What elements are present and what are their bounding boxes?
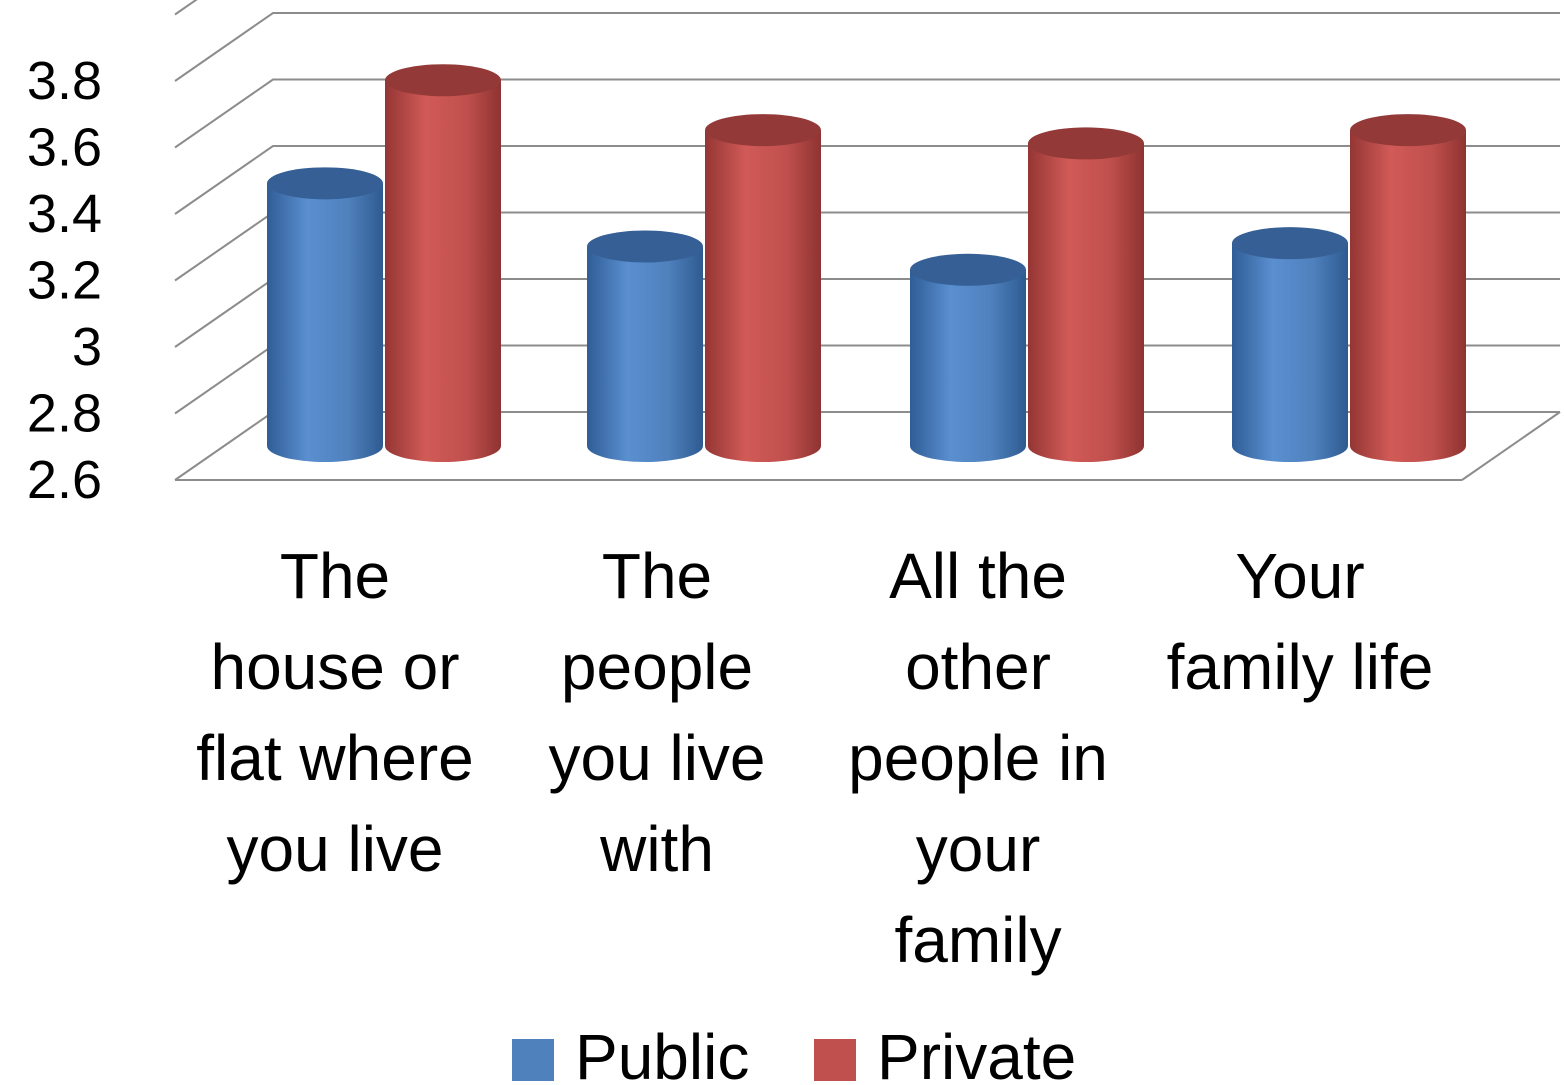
bar-body <box>1028 143 1144 463</box>
bar <box>587 230 703 462</box>
y-axis-ticks: 2.62.8 33.2 3.43.6 3.8 <box>27 51 102 510</box>
x-tick-label: The house or flat where you live <box>196 540 473 885</box>
y-tick-label: 2.6 <box>27 450 102 510</box>
x-tick-label-line: The <box>280 540 390 612</box>
bar-body <box>385 80 501 462</box>
legend-label: Public <box>575 1021 749 1085</box>
x-tick-label-line: you live <box>549 722 766 794</box>
y-tick-label: 3.8 <box>27 51 102 111</box>
y-tick-label: 3.6 <box>27 118 102 178</box>
gridline <box>174 78 1560 149</box>
y-tick-label: 3.2 <box>27 251 102 311</box>
bar <box>1232 227 1348 462</box>
x-tick-label: The people you live with <box>549 540 766 885</box>
x-tick-label-line: people <box>561 631 753 703</box>
x-tick-label-line: flat where <box>196 722 473 794</box>
bar-body <box>1350 130 1466 462</box>
bar <box>1350 114 1466 462</box>
gridline <box>174 12 1560 82</box>
bar-top <box>267 167 383 200</box>
x-tick-label-line: your <box>916 813 1041 885</box>
y-tick-label: 3 <box>72 317 102 377</box>
legend-item: Public <box>512 1021 749 1085</box>
bar <box>910 253 1026 462</box>
legend-label: Private <box>877 1021 1076 1085</box>
bar-body <box>587 246 703 462</box>
bar-body <box>705 130 821 462</box>
legend: Public Private <box>512 1021 1076 1085</box>
x-tick-label-line: family <box>894 904 1061 976</box>
bar-top <box>385 64 501 97</box>
bar <box>705 114 821 462</box>
x-tick-label-line: All the <box>889 540 1067 612</box>
bar-top <box>587 230 703 263</box>
bar <box>1028 127 1144 463</box>
bar-body <box>267 183 383 462</box>
x-tick-label-line: Your <box>1235 540 1364 612</box>
bar-top <box>910 253 1026 286</box>
legend-item: Private <box>814 1021 1076 1085</box>
x-tick-label-line: other <box>905 631 1051 703</box>
bar-body <box>910 269 1026 462</box>
bar-top <box>1028 127 1144 160</box>
x-tick-label: Your family life <box>1167 540 1434 703</box>
bar-top <box>1350 114 1466 147</box>
category-labels: The house or flat where you live The people yo… <box>196 540 1433 976</box>
x-tick-label-line: people in <box>848 722 1108 794</box>
x-tick-label-line: you live <box>227 813 444 885</box>
x-tick-label-line: The <box>602 540 712 612</box>
x-tick-label: All the other people in your family <box>848 540 1108 976</box>
x-tick-label-line: with <box>599 813 714 885</box>
legend-swatch <box>814 1039 856 1081</box>
bar <box>267 167 383 462</box>
x-tick-label-line: house or <box>210 631 459 703</box>
bar-body <box>1232 243 1348 462</box>
bar-top <box>1232 227 1348 260</box>
bar-top <box>705 114 821 147</box>
bars <box>267 64 1466 463</box>
y-tick-label: 2.8 <box>27 384 102 444</box>
x-tick-label-line: family life <box>1167 631 1434 703</box>
bar <box>385 64 501 462</box>
y-tick-label: 3.4 <box>27 184 102 244</box>
legend-swatch <box>512 1039 554 1081</box>
floor-side-edge <box>1461 411 1561 481</box>
